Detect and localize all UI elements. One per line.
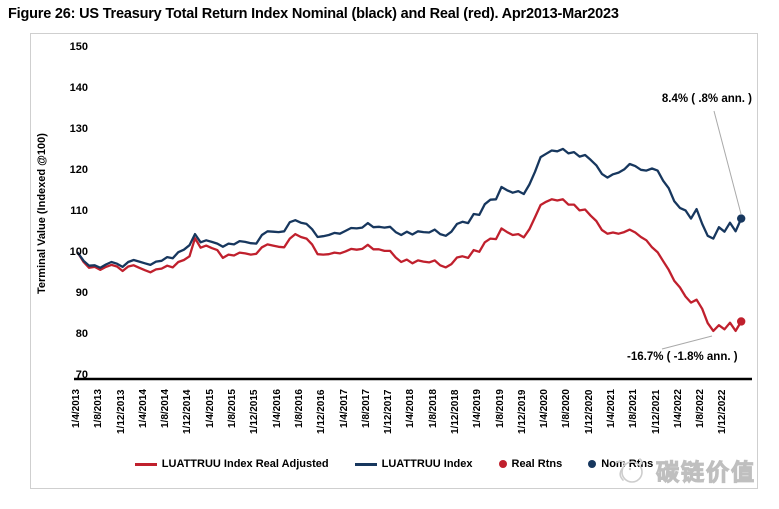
x-tick-label: 1/12/2016 xyxy=(316,389,328,435)
callout-line-real xyxy=(661,335,713,350)
y-tick-label: 100 xyxy=(69,246,88,258)
x-tick-label: 1/4/2019 xyxy=(472,389,484,428)
legend-item-real-rtns: Real Rtns xyxy=(498,458,563,470)
x-tick-label: 1/8/2017 xyxy=(360,389,372,428)
annotation-nominal-return: 8.4% ( .8% ann. ) xyxy=(661,93,752,105)
x-tick-label: 1/8/2014 xyxy=(160,389,172,428)
red-line-swatch-icon xyxy=(134,462,157,466)
y-axis-title: Terminal Value (Indexed @100) xyxy=(36,132,48,294)
navy-dot-swatch-icon xyxy=(588,460,597,468)
x-tick-label: 1/8/2015 xyxy=(227,389,239,428)
y-tick-label: 150 xyxy=(69,41,88,53)
x-tick-label: 1/12/2014 xyxy=(182,389,194,435)
x-tick-label: 1/4/2015 xyxy=(204,389,216,428)
series-line-real-adjusted xyxy=(76,198,743,333)
chart-area xyxy=(30,33,758,489)
x-tick-label: 1/12/2022 xyxy=(717,389,729,435)
figure-title: Figure 26: US Treasury Total Return Inde… xyxy=(8,6,619,22)
x-tick-label: 1/12/2018 xyxy=(449,389,461,435)
x-tick-label: 1/8/2016 xyxy=(293,389,305,428)
x-tick-label: 1/4/2016 xyxy=(271,389,283,428)
red-dot-swatch-icon xyxy=(498,460,507,468)
x-tick-label: 1/4/2017 xyxy=(338,389,350,428)
x-tick-label: 1/8/2019 xyxy=(494,389,506,428)
y-tick-label: 140 xyxy=(69,82,88,94)
legend-label: Real Rtns xyxy=(511,458,563,470)
x-tick-label: 1/4/2020 xyxy=(539,389,551,428)
x-tick-label: 1/12/2015 xyxy=(249,389,261,435)
legend-label: LUATTRUU Index xyxy=(381,458,473,470)
watermark: 碳链价值 xyxy=(610,453,756,487)
x-tick-label: 1/8/2013 xyxy=(93,389,105,428)
y-tick-label: 110 xyxy=(70,205,88,217)
y-tick-label: 70 xyxy=(75,369,88,381)
annotation-real-return: -16.7% ( -1.8% ann. ) xyxy=(627,351,738,363)
x-tick-label: 1/12/2017 xyxy=(383,389,395,435)
y-tick-label: 120 xyxy=(69,164,88,176)
navy-line-swatch-icon xyxy=(354,462,377,466)
chart-legend: LUATTRUU Index Real Adjusted LUATTRUU In… xyxy=(31,458,757,470)
legend-item-real-adjusted: LUATTRUU Index Real Adjusted xyxy=(134,458,329,470)
x-tick-label: 1/8/2018 xyxy=(427,389,439,428)
x-tick-label: 1/8/2020 xyxy=(561,389,573,428)
x-tick-label: 1/8/2022 xyxy=(695,389,707,428)
legend-label: LUATTRUU Index Real Adjusted xyxy=(161,458,329,470)
x-tick-label: 1/8/2021 xyxy=(628,389,640,428)
y-tick-label: 80 xyxy=(75,328,88,340)
callout-line-nominal xyxy=(713,110,742,215)
x-tick-label: 1/4/2018 xyxy=(405,389,417,428)
x-tick-label: 1/4/2021 xyxy=(606,389,617,428)
x-tick-label: 1/4/2022 xyxy=(672,389,684,428)
x-tick-label: 1/4/2014 xyxy=(137,389,149,428)
x-tick-label: 1/4/2013 xyxy=(71,389,82,428)
nom-rtns-end-dot xyxy=(736,214,746,223)
y-tick-label: 130 xyxy=(69,123,88,135)
legend-item-nominal: LUATTRUU Index xyxy=(354,458,473,470)
bird-doodle-logo-icon xyxy=(615,458,643,483)
watermark-text: 碳链价值 xyxy=(656,459,756,486)
x-tick-label: 1/12/2021 xyxy=(650,389,662,435)
y-tick-label: 90 xyxy=(75,287,88,299)
x-tick-label: 1/12/2013 xyxy=(115,389,127,435)
x-tick-label: 1/12/2019 xyxy=(516,389,528,435)
real-rtns-end-dot xyxy=(736,317,746,326)
x-tick-label: 1/12/2020 xyxy=(583,389,595,435)
series-line-nominal xyxy=(76,147,743,269)
